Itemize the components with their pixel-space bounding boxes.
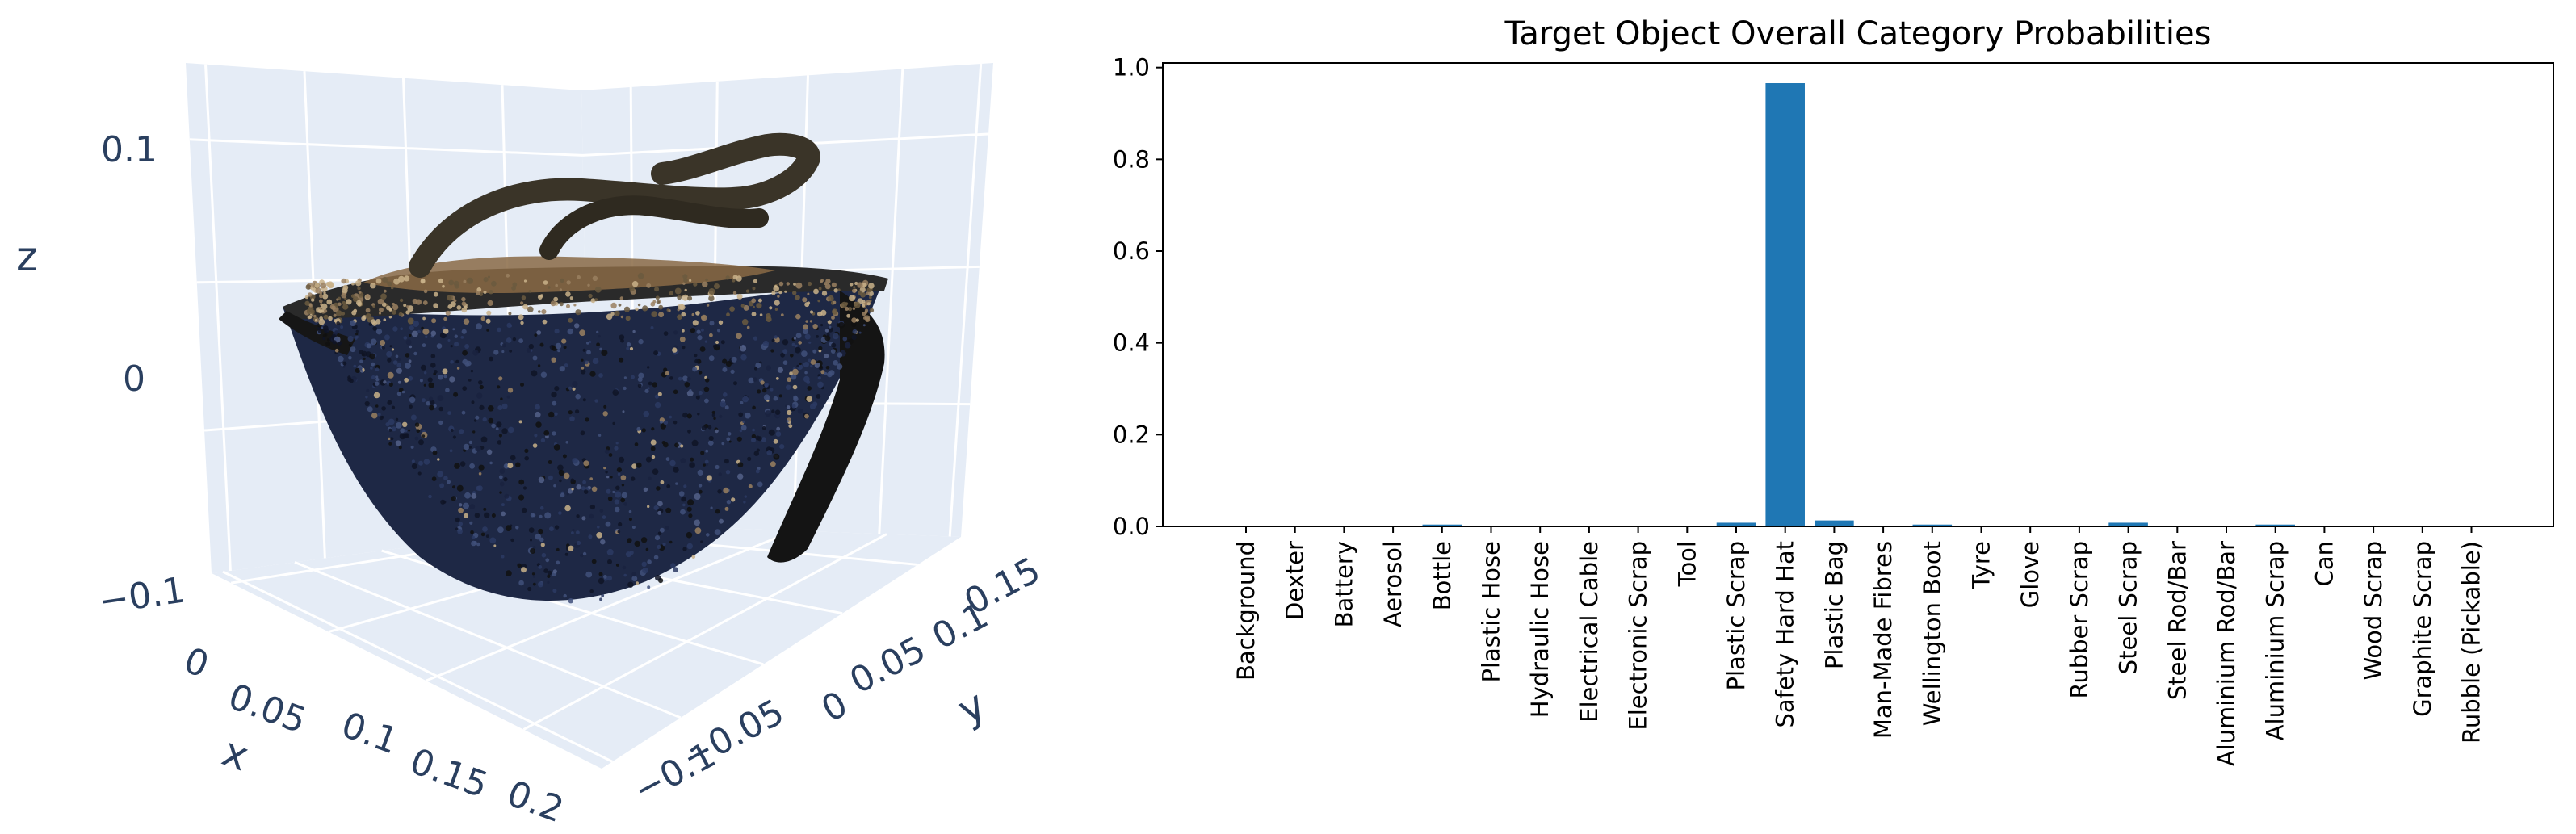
floor-pane <box>212 523 961 769</box>
x-tick-label: Aluminium Scrap <box>2262 541 2289 740</box>
y-tick-label: 1.0 <box>1113 54 1150 82</box>
y-tick-label: 0.0 <box>1113 513 1150 540</box>
point-cloud-3d-plot[interactable]: 0.1 0 −0.1 z 0 0.05 0.1 0.15 0.2 x −0.1 … <box>0 0 1074 834</box>
bar <box>1912 524 1953 526</box>
x-tick-label: Tool <box>1673 541 1701 587</box>
x-tick-label: Wood Scrap <box>2360 541 2387 681</box>
y-tick-label: 0.4 <box>1113 329 1150 357</box>
z-tick-label: 0.1 <box>101 129 157 170</box>
x-tick-label: Battery <box>1330 541 1357 627</box>
x-tick-label: 0.15 <box>405 740 493 806</box>
x-tick-label: 0 <box>178 639 214 686</box>
x-tick-label: Graphite Scrap <box>2409 541 2436 717</box>
bar <box>1765 83 1805 527</box>
x-tick-label: Steel Rod/Bar <box>2163 541 2191 700</box>
x-axis: Background Dexter Battery Aerosol Bottle Plas… <box>1232 526 2486 766</box>
z-axis-label: z <box>16 233 37 280</box>
y-tick-label: 0.05 <box>843 629 932 702</box>
bars <box>1422 83 2295 527</box>
chart-title: Target Object Overall Category Probabili… <box>1504 15 2212 52</box>
x-tick-label: 0.1 <box>336 704 403 762</box>
helmet-side-flap <box>279 311 355 355</box>
x-tick-label: Aluminium Rod/Bar <box>2213 541 2240 766</box>
y-tick-label: 0 <box>815 684 854 731</box>
x-tick-label: Aerosol <box>1379 541 1407 627</box>
x-axis-label: x <box>216 728 255 781</box>
helmet-strap <box>539 195 769 260</box>
x-tick-label: Plastic Hose <box>1478 541 1505 683</box>
plot-frame <box>1162 62 2554 527</box>
z-tick-label: 0 <box>123 358 145 400</box>
x-tick-label: Steel Scrap <box>2115 541 2142 674</box>
x-tick-label: Man-Made Fibres <box>1869 541 1897 739</box>
bar <box>1716 522 1756 526</box>
z-tick-label: −0.1 <box>96 570 187 622</box>
x-tick-label: Safety Hard Hat <box>1772 541 1799 728</box>
helmet-interior <box>363 256 775 293</box>
x-tick-label: Background <box>1232 541 1260 681</box>
y-axis-label: y <box>950 681 992 733</box>
x-tick-label: Plastic Bag <box>1820 541 1848 669</box>
x-tick-label: 0.2 <box>501 773 568 831</box>
helmet-side-flap <box>767 291 885 563</box>
y-tick-label: 0.8 <box>1113 145 1150 173</box>
x-tick-label: Rubber Scrap <box>2066 541 2093 698</box>
bar <box>1422 524 1462 526</box>
bar <box>2255 524 2295 526</box>
x-tick-label: Rubble (Pickable) <box>2458 541 2486 744</box>
x-tick-label: Hydraulic Hose <box>1526 541 1554 718</box>
helmet-strap <box>409 132 820 278</box>
x-tick-label: Bottle <box>1429 541 1456 610</box>
x-tick-label: Electronic Scrap <box>1625 541 1652 731</box>
y-tick-label: 0.6 <box>1113 237 1150 265</box>
x-tick-label: Electrical Cable <box>1575 541 1603 723</box>
x-tick-label: Tyre <box>1968 541 1995 590</box>
x-tick-label: Can <box>2310 541 2338 586</box>
bar <box>2108 522 2148 526</box>
y-tick-label: 0.2 <box>1113 421 1150 448</box>
y-axis: 0.0 0.2 0.4 0.6 0.8 1.0 <box>1113 54 1163 540</box>
helmet-point-cloud <box>279 132 888 604</box>
x-tick-label: Glove <box>2016 541 2044 608</box>
y-tick-label: 0.15 <box>958 550 1047 623</box>
x-tick-label: Dexter <box>1282 541 1309 620</box>
x-tick-label: Wellington Boot <box>1919 541 1946 726</box>
x-tick-label: Plastic Scrap <box>1722 541 1750 690</box>
category-probability-bar-chart: Target Object Overall Category Probabili… <box>1113 15 2554 766</box>
bar <box>1815 520 1854 526</box>
